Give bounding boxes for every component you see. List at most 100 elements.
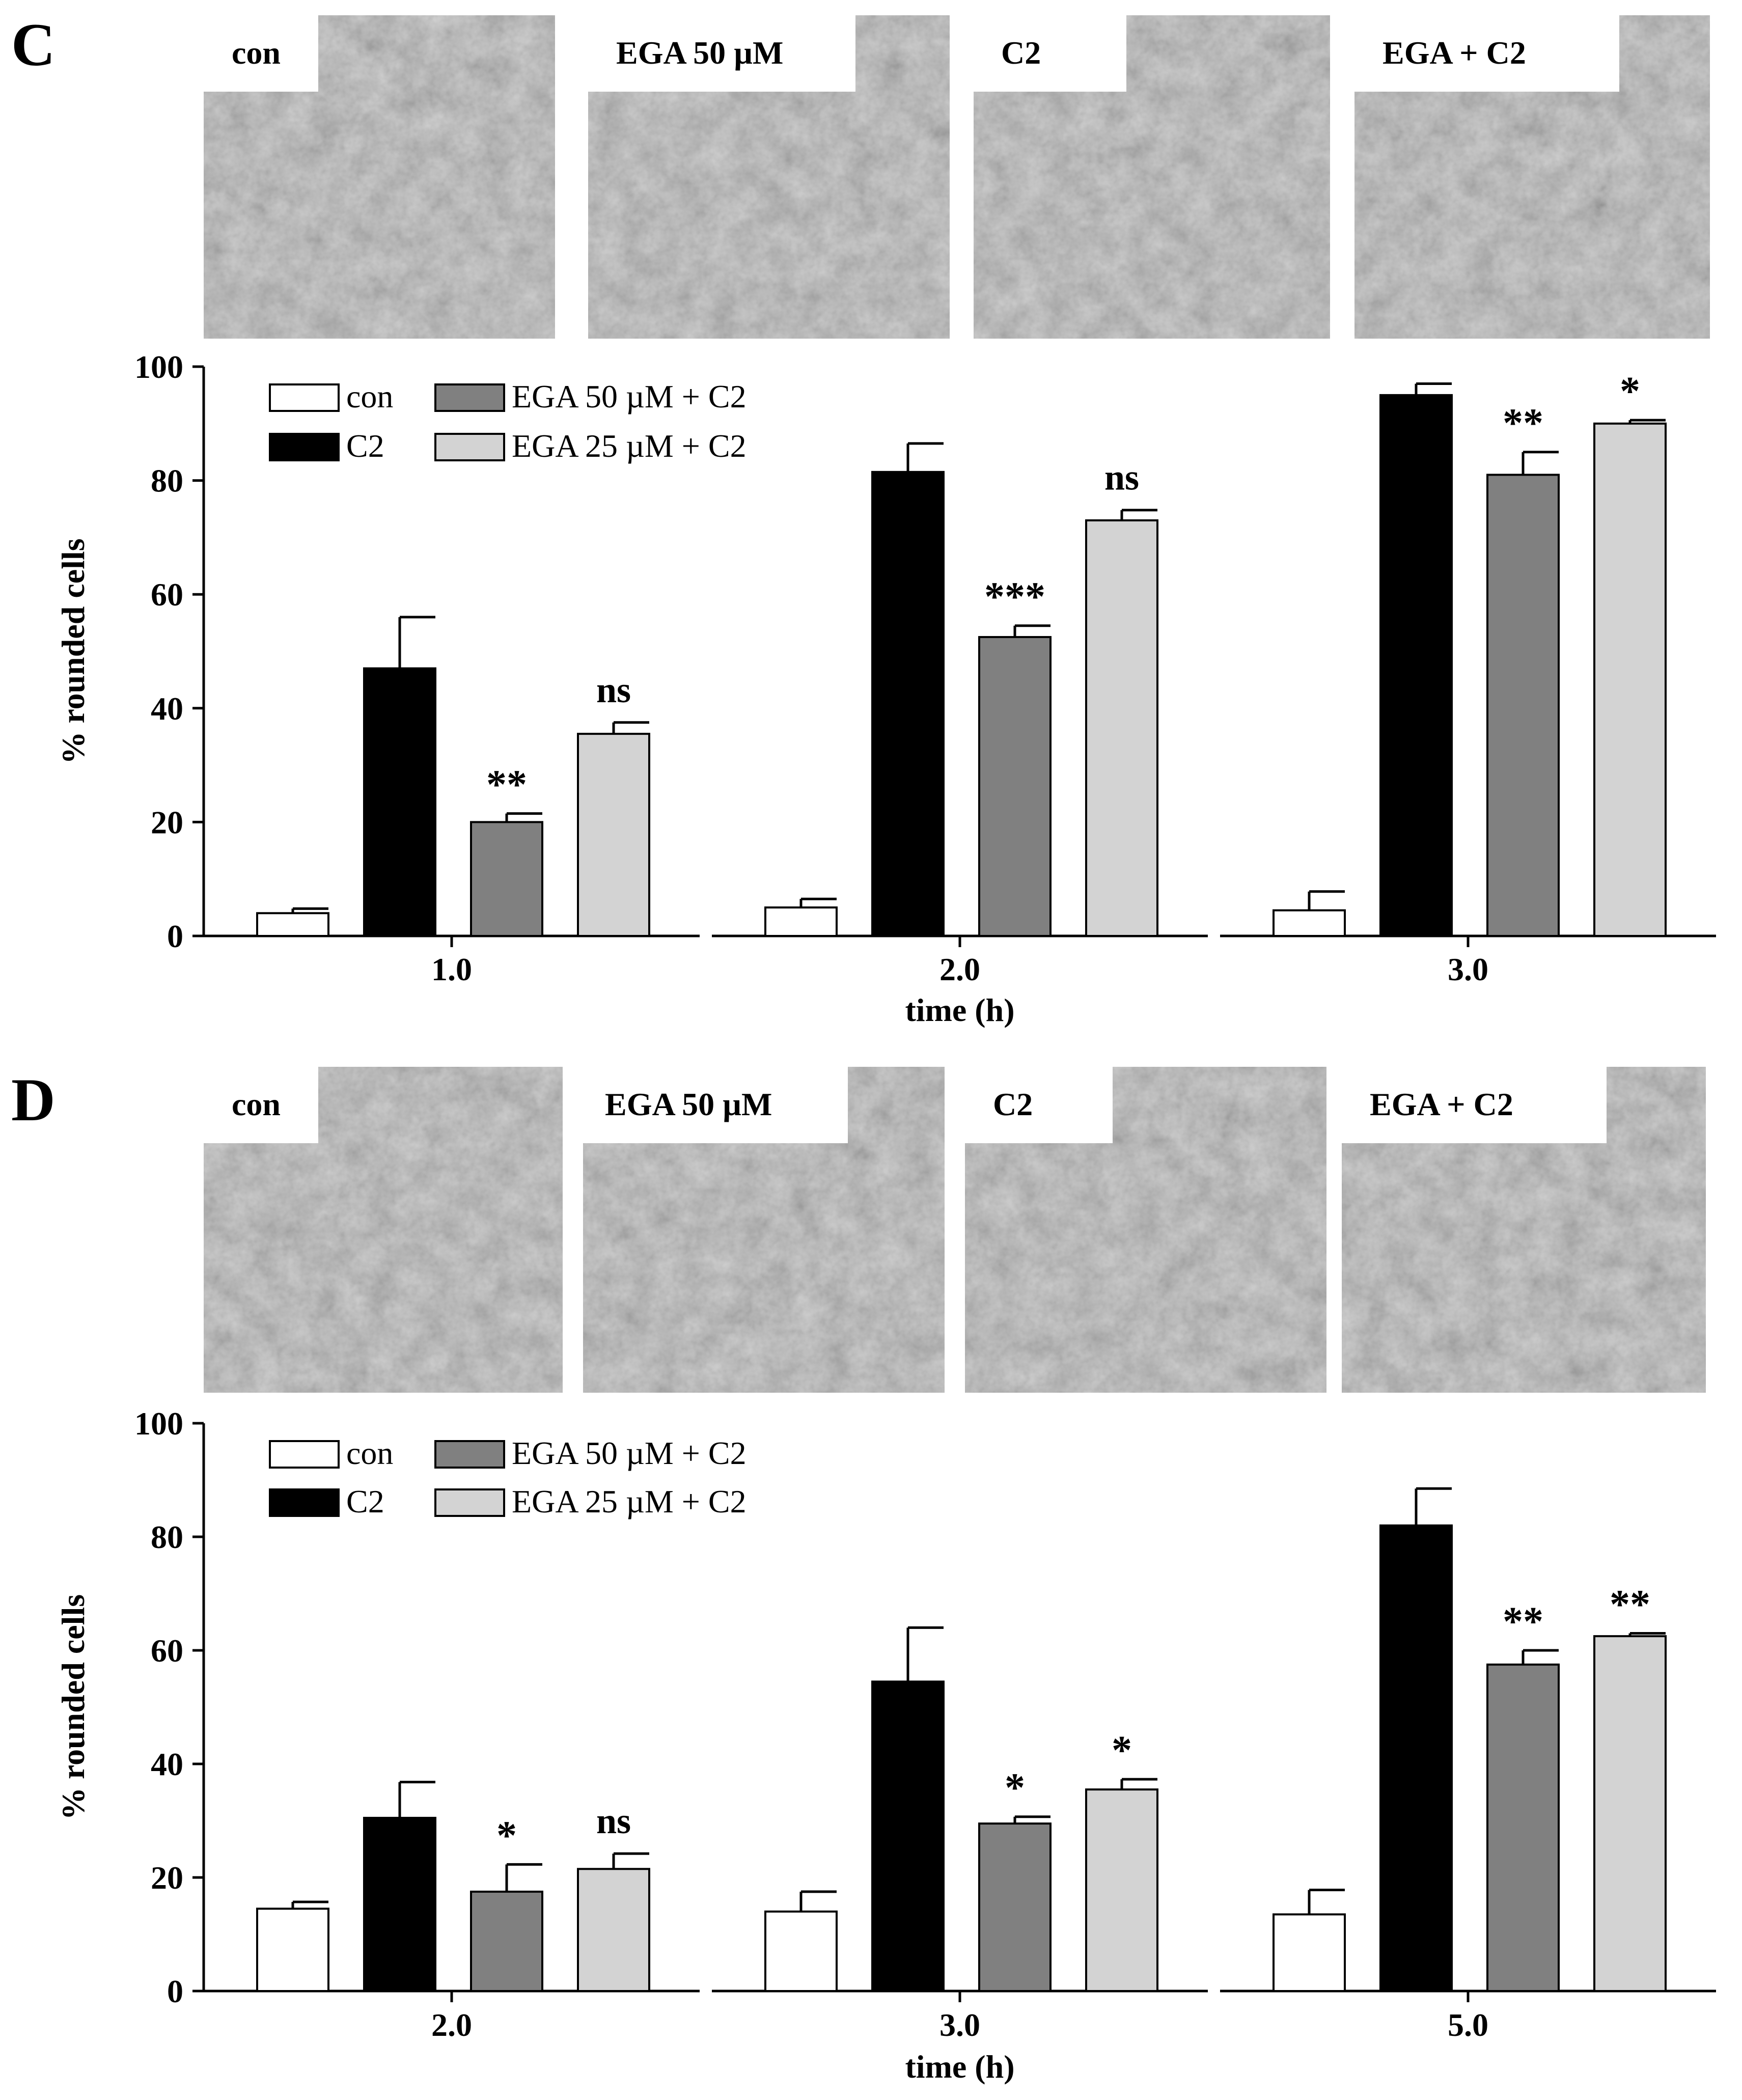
x-tick-label: 3.0 bbox=[1448, 951, 1488, 987]
micrograph-con: con bbox=[204, 15, 555, 339]
micrograph-label: EGA + C2 bbox=[1382, 35, 1526, 71]
panel-letter: D bbox=[11, 1066, 56, 1134]
bar bbox=[1486, 1663, 1560, 1992]
legend-swatch bbox=[269, 383, 340, 412]
y-tick-label: 40 bbox=[151, 1746, 183, 1782]
bar bbox=[764, 1910, 838, 1992]
x-tick-label: 3.0 bbox=[939, 2007, 980, 2043]
bar bbox=[1379, 1524, 1453, 1992]
y-tick-label: 60 bbox=[151, 1633, 183, 1669]
bar bbox=[256, 912, 329, 937]
significance-label: ns bbox=[596, 670, 631, 710]
significance-label: * bbox=[1112, 1728, 1132, 1773]
bar bbox=[577, 1868, 650, 1992]
legend-swatch bbox=[434, 1488, 505, 1517]
micrograph-con: con bbox=[204, 1067, 563, 1393]
significance-label: * bbox=[1620, 369, 1640, 414]
micrograph-label: C2 bbox=[993, 1086, 1033, 1122]
bar bbox=[764, 906, 838, 937]
micrograph-label-box bbox=[583, 1067, 848, 1143]
y-tick-label: 20 bbox=[151, 804, 183, 840]
bar bbox=[1593, 1635, 1667, 1992]
legend-label: EGA 25 µM + C2 bbox=[512, 428, 746, 464]
micrograph-row: con EGA 50 µM C2 EGA + C2 bbox=[204, 15, 1710, 339]
micrograph-label-box bbox=[1354, 15, 1619, 92]
bar bbox=[577, 733, 650, 937]
bar bbox=[363, 667, 436, 937]
x-axis-title: time (h) bbox=[905, 2049, 1014, 2085]
legend-label: con bbox=[346, 1435, 393, 1471]
micrograph-label: EGA + C2 bbox=[1370, 1086, 1513, 1122]
bar bbox=[1273, 1913, 1346, 1993]
y-tick-label: 80 bbox=[151, 463, 183, 499]
bar bbox=[470, 821, 543, 937]
micrograph-ega-50: EGA 50 µM bbox=[588, 15, 950, 339]
significance-label: ns bbox=[1104, 457, 1139, 498]
bar bbox=[256, 1908, 329, 1992]
x-axis-title: time (h) bbox=[905, 992, 1014, 1028]
legend-label: EGA 25 µM + C2 bbox=[512, 1483, 746, 1519]
bar bbox=[1273, 909, 1346, 937]
micrograph-label: EGA 50 µM bbox=[616, 35, 783, 71]
legend-label: C2 bbox=[346, 1483, 384, 1519]
y-tick-label: 60 bbox=[151, 576, 183, 613]
legend-swatch bbox=[269, 433, 340, 461]
y-tick-label: 100 bbox=[134, 1405, 183, 1442]
significance-label: * bbox=[1005, 1766, 1025, 1811]
panel-d: D con EGA 50 µM C2 EGA + C2 bbox=[11, 1066, 1716, 2085]
micrograph-label-box bbox=[204, 1067, 318, 1143]
bar bbox=[978, 1822, 1052, 1992]
bar bbox=[1486, 474, 1560, 937]
bar bbox=[470, 1890, 543, 1992]
legend-label: EGA 50 µM + C2 bbox=[512, 1435, 746, 1471]
legend-label: con bbox=[346, 378, 393, 415]
micrograph-label-box bbox=[588, 15, 855, 92]
bar bbox=[978, 636, 1052, 937]
micrograph-label-box bbox=[974, 15, 1126, 92]
bar bbox=[871, 471, 945, 937]
micrograph-ega-50: EGA 50 µM bbox=[583, 1067, 945, 1393]
x-tick-label: 2.0 bbox=[939, 951, 980, 987]
significance-label: *** bbox=[984, 575, 1045, 620]
significance-label: ** bbox=[1610, 1583, 1650, 1627]
micrograph-label: EGA 50 µM bbox=[605, 1086, 772, 1122]
legend: con C2 EGA 50 µM + C2 EGA 25 µM + C2 bbox=[269, 1435, 746, 1519]
micrograph-label: con bbox=[232, 35, 281, 71]
legend-swatch bbox=[434, 1440, 505, 1469]
y-axis-title: % rounded cells bbox=[55, 538, 91, 764]
bar bbox=[1085, 1788, 1158, 1993]
micrograph-ega-c2: EGA + C2 bbox=[1342, 1067, 1706, 1393]
y-tick-label: 20 bbox=[151, 1860, 183, 1896]
bar bbox=[1593, 422, 1667, 937]
significance-label: ** bbox=[1503, 401, 1543, 446]
x-tick-label: 5.0 bbox=[1448, 2007, 1488, 2043]
legend-swatch bbox=[434, 433, 505, 461]
bar-chart-c: 0 20 40 60 80 100 % rounded cells 1.0 2.0 3.0 time… bbox=[55, 349, 1716, 1028]
micrograph-label: C2 bbox=[1001, 35, 1041, 71]
significance-label: ** bbox=[486, 763, 527, 808]
micrograph-ega-c2: EGA + C2 bbox=[1354, 15, 1710, 339]
panel-c: C con EGA 50 µM C2 EGA + C2 bbox=[11, 11, 1716, 1028]
bar bbox=[363, 1816, 436, 1993]
bar bbox=[1085, 519, 1158, 937]
x-tick-label: 1.0 bbox=[431, 951, 472, 987]
micrograph-row: con EGA 50 µM C2 EGA + C2 bbox=[204, 1067, 1706, 1393]
legend-label: C2 bbox=[346, 428, 384, 464]
legend: con C2 EGA 50 µM + C2 EGA 25 µM + C2 bbox=[269, 378, 746, 464]
y-tick-label: 100 bbox=[134, 349, 183, 385]
legend-swatch bbox=[269, 1440, 340, 1469]
x-tick-label: 2.0 bbox=[431, 2007, 472, 2043]
significance-label: ns bbox=[596, 1801, 631, 1841]
y-tick-label: 40 bbox=[151, 690, 183, 727]
micrograph-label: con bbox=[232, 1086, 281, 1122]
legend-swatch bbox=[434, 383, 505, 412]
bar bbox=[871, 1680, 945, 1992]
micrograph-c2: C2 bbox=[965, 1067, 1326, 1393]
significance-label: * bbox=[496, 1813, 517, 1858]
legend-swatch bbox=[269, 1488, 340, 1517]
bar-chart-d: 0 20 40 60 80 100 % rounded cells 2.0 3.0 5.0 time… bbox=[55, 1405, 1716, 2085]
significance-label: ** bbox=[1503, 1599, 1543, 1644]
y-tick-label: 80 bbox=[151, 1519, 183, 1555]
y-tick-label: 0 bbox=[167, 918, 183, 954]
